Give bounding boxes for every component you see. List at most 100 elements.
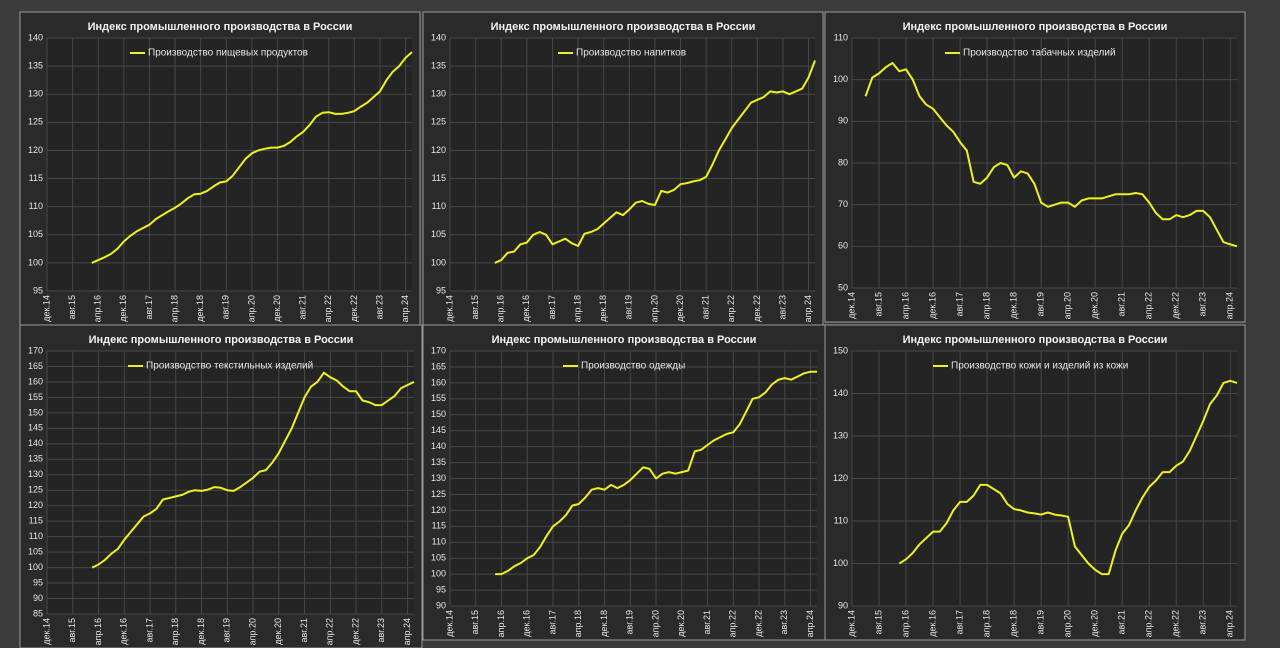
y-tick-label: 115: [432, 173, 446, 183]
x-tick-label: апр.20: [650, 610, 660, 637]
x-tick-label: дек.18: [1008, 292, 1018, 319]
y-tick-label: 140: [28, 32, 43, 42]
x-tick-label: апр.18: [572, 295, 582, 322]
x-tick-label: дек.22: [753, 610, 763, 637]
x-tick-label: авг.19: [624, 295, 634, 319]
x-tick-label: дек.20: [1090, 610, 1100, 637]
x-tick-label: дек.16: [522, 610, 532, 637]
x-tick-label: авг.23: [777, 295, 787, 319]
y-tick-label: 155: [431, 393, 446, 403]
chart-title: Индекс промышленного производства в Росс…: [89, 334, 354, 346]
x-tick-label: апр.22: [726, 295, 736, 322]
legend-label: Производство табачных изделий: [963, 47, 1116, 59]
y-tick-label: 165: [431, 361, 446, 371]
y-tick-label: 130: [28, 469, 43, 479]
x-tick-label: дек.16: [118, 295, 128, 322]
x-tick-label: авг.21: [702, 610, 712, 634]
y-tick-label: 125: [28, 117, 43, 127]
x-tick-label: апр.18: [981, 610, 991, 637]
x-tick-label: дек.16: [927, 292, 937, 319]
y-tick-label: 100: [28, 257, 43, 267]
x-tick-label: апр.24: [1225, 292, 1235, 319]
x-tick-label: авг.17: [144, 295, 154, 319]
data-line: [91, 371, 415, 569]
y-tick-label: 120: [28, 500, 43, 510]
y-tick-label: 100: [431, 257, 446, 267]
data-line: [494, 60, 816, 264]
y-tick-label: 145: [431, 425, 446, 435]
data-line: [898, 379, 1238, 576]
y-tick-label: 155: [28, 392, 43, 402]
y-tick-label: 80: [838, 157, 848, 167]
y-tick-label: 125: [431, 489, 446, 499]
x-tick-label: дек.14: [41, 295, 51, 322]
chart-title: Индекс промышленного производства в Росс…: [88, 21, 353, 33]
x-tick-label: дек.18: [1008, 610, 1018, 637]
y-tick-label: 125: [28, 485, 43, 495]
x-tick-label: дек.14: [444, 610, 454, 637]
y-tick-label: 115: [29, 516, 43, 526]
y-tick-label: 125: [431, 117, 446, 127]
x-tick-label: дек.22: [1171, 292, 1181, 319]
y-tick-label: 90: [838, 116, 848, 126]
x-tick-label: апр.22: [728, 610, 738, 637]
y-tick-label: 135: [431, 60, 446, 70]
y-tick-label: 150: [28, 407, 43, 417]
y-tick-label: 140: [28, 438, 43, 448]
x-tick-label: авг.23: [1198, 292, 1208, 316]
x-tick-label: авг.15: [67, 618, 77, 642]
x-tick-label: дек.16: [521, 295, 531, 322]
x-tick-label: авг.15: [873, 610, 883, 634]
x-tick-label: авг.15: [67, 295, 77, 319]
x-tick-label: дек.18: [599, 610, 609, 637]
y-tick-label: 135: [431, 457, 446, 467]
x-tick-label: апр.18: [573, 610, 583, 637]
legend-label: Производство одежды: [581, 361, 685, 372]
y-tick-label: 165: [28, 361, 43, 371]
y-tick-label: 110: [29, 531, 43, 541]
x-tick-label: апр.24: [400, 295, 410, 322]
y-tick-label: 130: [28, 89, 43, 99]
x-tick-label: авг.15: [873, 292, 883, 316]
x-tick-label: апр.18: [981, 292, 991, 319]
x-tick-label: апр.18: [169, 295, 179, 322]
y-tick-label: 160: [28, 376, 43, 386]
x-tick-label: дек.14: [444, 295, 454, 322]
chart-title: Индекс промышленного производства в Росс…: [903, 21, 1168, 33]
y-tick-label: 135: [28, 454, 43, 464]
y-tick-label: 105: [28, 229, 43, 239]
x-tick-label: дек.20: [273, 618, 283, 645]
y-tick-label: 150: [431, 409, 446, 419]
y-tick-label: 100: [833, 558, 848, 568]
x-tick-label: дек.22: [350, 618, 360, 645]
x-tick-label: авг.21: [700, 295, 710, 319]
y-tick-label: 110: [834, 515, 848, 525]
x-tick-label: дек.14: [846, 292, 856, 319]
y-tick-label: 110: [29, 201, 43, 211]
y-tick-label: 105: [431, 553, 446, 563]
x-tick-label: дек.22: [349, 295, 359, 322]
y-tick-label: 115: [432, 521, 446, 531]
x-tick-label: апр.16: [496, 610, 506, 637]
x-tick-label: авг.21: [299, 618, 309, 642]
x-tick-label: апр.20: [246, 295, 256, 322]
x-tick-label: апр.24: [803, 295, 813, 322]
x-tick-label: авг.15: [470, 295, 480, 319]
chart-title: Индекс промышленного производства в Росс…: [491, 21, 756, 33]
x-tick-label: дек.20: [1090, 292, 1100, 319]
x-tick-label: авг.17: [954, 292, 964, 316]
x-tick-label: апр.22: [1144, 610, 1154, 637]
x-tick-label: апр.16: [496, 295, 506, 322]
y-tick-label: 95: [436, 285, 446, 295]
x-tick-label: авг.17: [144, 618, 154, 642]
y-tick-label: 130: [431, 89, 446, 99]
y-tick-label: 110: [432, 537, 446, 547]
x-tick-label: авг.21: [1117, 610, 1127, 634]
x-tick-label: дек.14: [846, 610, 856, 637]
y-tick-label: 130: [431, 473, 446, 483]
x-tick-label: апр.20: [1062, 292, 1072, 319]
x-tick-label: дек.20: [272, 295, 282, 322]
y-tick-label: 120: [431, 145, 446, 155]
